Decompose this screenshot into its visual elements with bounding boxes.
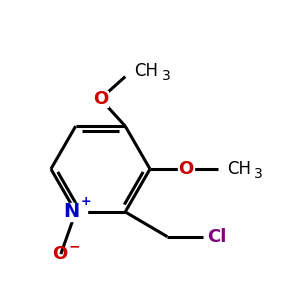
Text: CH: CH [227, 160, 251, 178]
Text: −: − [69, 240, 80, 254]
Bar [64, 202, 87, 221]
Text: CH: CH [134, 61, 158, 80]
Bar [92, 91, 108, 107]
Text: N: N [64, 202, 80, 221]
Text: O: O [178, 160, 193, 178]
Text: 3: 3 [161, 69, 170, 82]
Text: O: O [52, 245, 68, 263]
Bar [178, 161, 194, 177]
Text: +: + [80, 194, 91, 208]
Text: 3: 3 [254, 167, 263, 181]
Text: O: O [93, 90, 108, 108]
Text: Cl: Cl [207, 228, 226, 246]
